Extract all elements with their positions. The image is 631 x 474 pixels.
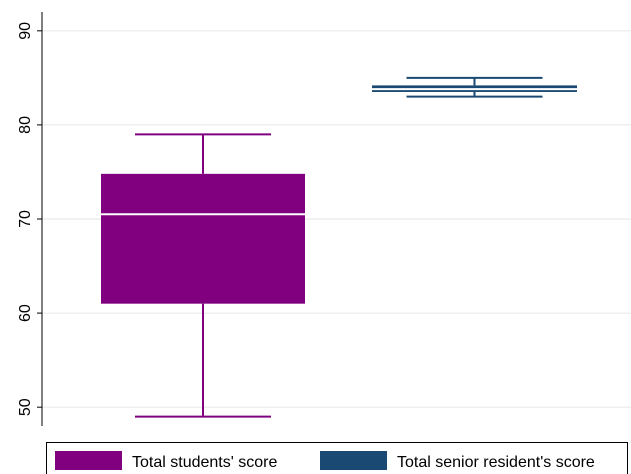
y-tick-label-70: 70 [17,210,34,228]
box-2 [372,76,577,98]
legend: Total students' score Total senior reside… [46,442,628,474]
legend-label-2: Total senior resident's score [397,454,595,471]
y-tick-label-80: 80 [17,116,34,134]
iqr-box [101,173,305,304]
legend-swatch-1 [55,451,122,470]
y-tick-label-50: 50 [17,398,34,416]
y-tick-label-60: 60 [17,304,34,322]
legend-swatch-2 [320,451,387,470]
plot-boxes [101,76,577,418]
y-axis-ticks: 50 60 70 80 90 [17,22,42,416]
box-1 [101,133,305,418]
y-tick-label-90: 90 [17,22,34,40]
legend-label-1: Total students' score [132,454,277,471]
